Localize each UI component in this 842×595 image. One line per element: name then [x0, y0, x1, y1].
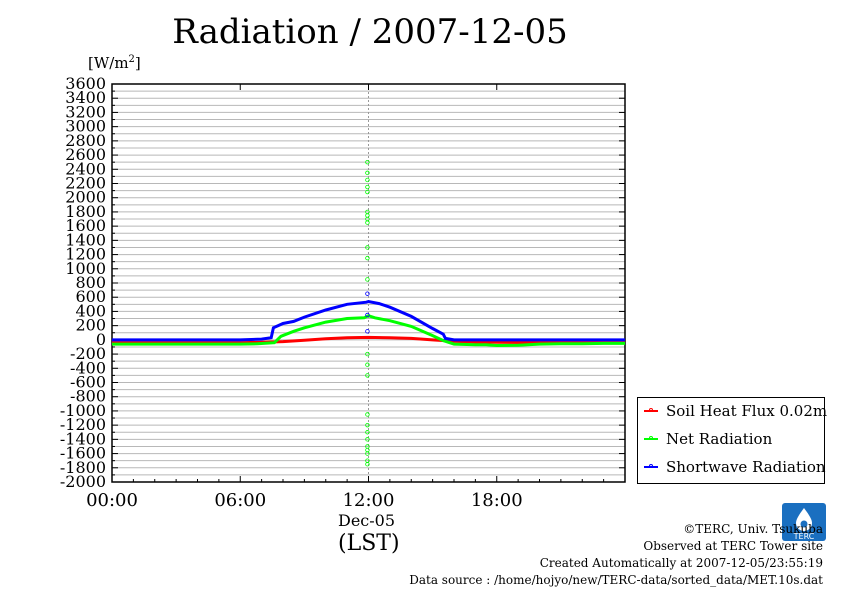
y-tick-label: -1200 [60, 415, 106, 434]
y-tick-label: 0 [96, 330, 106, 349]
credit-copyright: ©TERC, Univ. Tsukuba [683, 522, 823, 536]
legend-item-net-radiation: Net Radiation [644, 427, 772, 451]
legend-swatch-red [644, 408, 658, 412]
logo-text: TERC [793, 532, 815, 541]
x-tick-label: 18:00 [471, 490, 523, 511]
y-tick-label: 1000 [65, 259, 106, 278]
legend-swatch-green [644, 436, 658, 440]
series-point-1 [365, 412, 370, 417]
y-tick-label: 2400 [65, 159, 106, 178]
series-point-1 [365, 177, 370, 183]
y-tick-label: -200 [70, 344, 106, 363]
series-point-1 [365, 451, 370, 456]
series-point-2 [365, 312, 370, 318]
y-tick-label: 1600 [65, 216, 106, 235]
y-tick-label: -1800 [60, 458, 106, 477]
series-point-1 [365, 220, 370, 225]
series-point-2 [365, 291, 370, 296]
credit-source: Data source : /home/hojyo/new/TERC-data/… [409, 573, 823, 587]
legend-label-net-radiation: Net Radiation [666, 430, 773, 448]
y-tick-label: 2600 [65, 145, 106, 164]
series-line-2 [112, 299, 625, 342]
y-tick-label: 3600 [65, 74, 106, 93]
series-point-1 [365, 362, 370, 367]
series-point-1 [365, 255, 370, 261]
y-axis-label-base: [W/m [88, 54, 129, 72]
y-tick-label: 400 [75, 301, 106, 320]
x-tick-label: 06:00 [214, 490, 266, 511]
y-tick-label: 200 [75, 316, 106, 335]
y-tick-label: 1200 [65, 245, 106, 264]
series-point-1 [365, 213, 370, 218]
y-tick-label: -1000 [60, 401, 106, 420]
x-axis-label: (LST) [338, 531, 400, 556]
y-tick-label: 3200 [65, 102, 106, 121]
grid-lines [112, 83, 625, 483]
x-tick-label: 12:00 [343, 490, 395, 511]
axes [111, 83, 626, 483]
y-axis-label-sup: 2 [128, 54, 135, 65]
series-lines [112, 159, 625, 467]
series-point-1 [365, 245, 370, 250]
y-tick-label: -600 [70, 373, 106, 392]
tick-labels: 3600340032003000280026002400220020001800… [60, 74, 523, 511]
y-tick-label: 2800 [65, 131, 106, 150]
y-tick-label: 3400 [65, 88, 106, 107]
series-point-1 [365, 170, 370, 176]
terc-logo-icon: TERC [782, 503, 826, 541]
credit-observed: Observed at TERC Tower site [643, 539, 823, 553]
y-tick-label: 1400 [65, 230, 106, 249]
series-point-1 [365, 277, 370, 282]
chart-title: Radiation / 2007-12-05 [172, 12, 568, 52]
y-tick-label: 1800 [65, 202, 106, 221]
series-line-1 [112, 314, 625, 348]
y-tick-label: -1600 [60, 444, 106, 463]
series-point-1 [365, 184, 370, 190]
y-axis-label-end: ] [134, 54, 141, 72]
series-point-1 [365, 437, 370, 442]
series-point-1 [365, 351, 370, 357]
series-point-1 [365, 422, 370, 428]
series-point-1 [365, 189, 370, 195]
y-tick-label: -400 [70, 358, 106, 377]
series-point-1 [365, 462, 370, 467]
y-axis-label: [W/m2] [88, 54, 141, 72]
series-point-1 [365, 430, 370, 435]
credit-created: Created Automatically at 2007-12-05/23:5… [539, 556, 823, 570]
legend-label-shortwave: Shortwave Radiation [666, 458, 826, 476]
x-tick-label: 00:00 [86, 490, 138, 511]
series-point-1 [365, 373, 370, 378]
series-point-2 [365, 329, 370, 334]
legend: Soil Heat Flux 0.02m Net Radiation Short… [637, 397, 827, 484]
y-tick-label: 3000 [65, 117, 106, 136]
legend-item-soil-heat-flux: Soil Heat Flux 0.02m [644, 399, 827, 423]
y-tick-label: 2000 [65, 188, 106, 207]
series-point-1 [365, 159, 370, 165]
legend-item-shortwave: Shortwave Radiation [644, 455, 826, 479]
legend-swatch-blue [644, 464, 658, 468]
y-tick-label: -2000 [60, 472, 106, 491]
y-tick-label: 600 [75, 287, 106, 306]
y-tick-label: 2200 [65, 174, 106, 193]
y-tick-label: -1400 [60, 429, 106, 448]
y-tick-label: -800 [70, 387, 106, 406]
legend-label-soil-heat-flux: Soil Heat Flux 0.02m [666, 402, 828, 420]
date-label: Dec-05 [338, 511, 396, 530]
series-point-1 [365, 447, 370, 453]
y-tick-label: 800 [75, 273, 106, 292]
